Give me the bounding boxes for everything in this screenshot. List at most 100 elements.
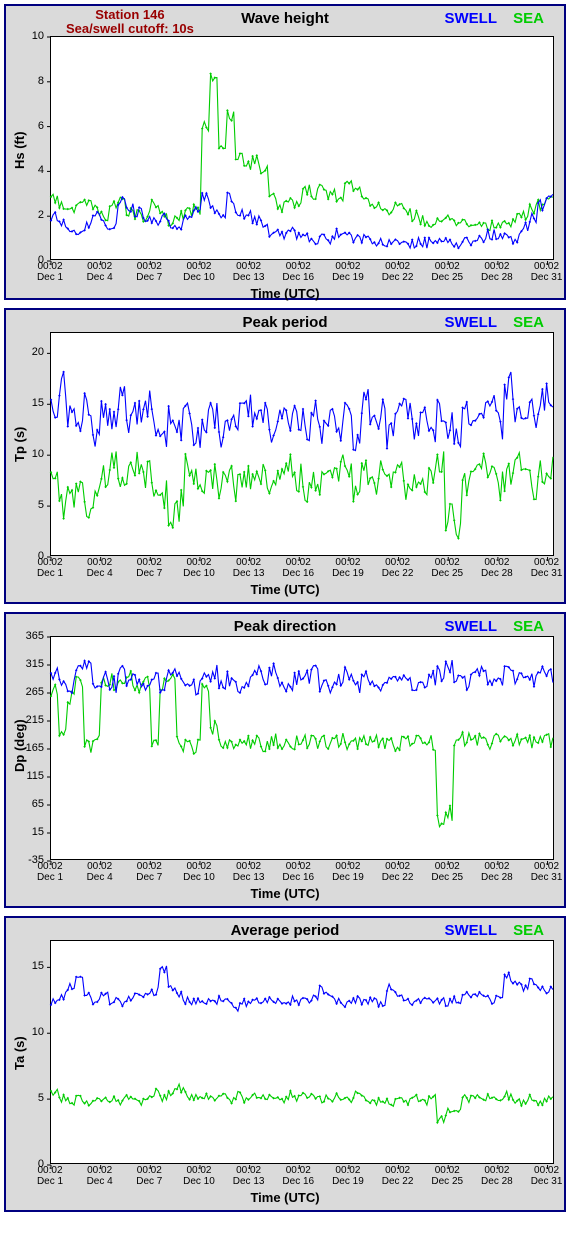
legend-sea: SEA: [513, 10, 544, 27]
y-tick-label: 15: [14, 397, 44, 409]
x-tick-label: 00:02Dec 10: [177, 558, 221, 579]
y-tick-label: 2: [14, 209, 44, 221]
station-id: Station 146: [95, 7, 164, 22]
x-tick-label: 00:02Dec 7: [127, 1166, 171, 1187]
series-sea: [50, 1084, 553, 1124]
x-tick-label: 00:02Dec 1: [28, 262, 72, 283]
x-tick-label: 00:02Dec 28: [475, 262, 519, 283]
x-tick-label: 00:02Dec 19: [326, 558, 370, 579]
y-tick-label: 10: [14, 30, 44, 42]
x-tick-label: 00:02Dec 25: [425, 862, 469, 883]
chart-title: Wave height: [241, 10, 329, 27]
panel-wave_height: Station 146 Sea/swell cutoff: 10s Wave h…: [4, 4, 566, 300]
y-tick-label: 265: [14, 686, 44, 698]
x-tick-label: 00:02Dec 16: [276, 862, 320, 883]
y-tick-label: 20: [14, 346, 44, 358]
panel-header: Average period SWELL SEA: [6, 918, 564, 940]
legend: SWELL SEA: [444, 922, 544, 939]
x-tick-label: 00:02Dec 10: [177, 1166, 221, 1187]
x-tick-label: 00:02Dec 31: [525, 1166, 569, 1187]
panel-avg_period: Average period SWELL SEA 05101500:02Dec …: [4, 916, 566, 1212]
plot-area: [50, 636, 554, 860]
x-tick-label: 00:02Dec 7: [127, 262, 171, 283]
x-tick-label: 00:02Dec 16: [276, 262, 320, 283]
series-swell: [50, 660, 553, 695]
x-axis-label: Time (UTC): [6, 1188, 564, 1209]
y-tick-label: 365: [14, 630, 44, 642]
x-tick-label: 00:02Dec 28: [475, 1166, 519, 1187]
chart-title: Average period: [231, 922, 340, 939]
x-tick-label: 00:02Dec 4: [78, 558, 122, 579]
station-label: Station 146 Sea/swell cutoff: 10s: [66, 8, 194, 37]
y-tick-label: 65: [14, 798, 44, 810]
legend-swell: SWELL: [444, 922, 497, 939]
x-tick-label: 00:02Dec 31: [525, 262, 569, 283]
legend-sea: SEA: [513, 314, 544, 331]
x-tick-label: 00:02Dec 28: [475, 558, 519, 579]
y-axis-label: Tp (s): [12, 427, 27, 462]
plot-area: [50, 940, 554, 1164]
series-sea: [50, 72, 553, 231]
x-tick-label: 00:02Dec 19: [326, 862, 370, 883]
x-tick-label: 00:02Dec 22: [376, 262, 420, 283]
x-tick-label: 00:02Dec 31: [525, 558, 569, 579]
plot-area: [50, 36, 554, 260]
y-tick-label: 15: [14, 960, 44, 972]
x-tick-label: 00:02Dec 22: [376, 862, 420, 883]
x-axis-label: Time (UTC): [6, 884, 564, 905]
x-tick-label: 00:02Dec 10: [177, 862, 221, 883]
y-tick-label: 5: [14, 499, 44, 511]
y-axis-label: Hs (ft): [12, 131, 27, 169]
legend: SWELL SEA: [444, 618, 544, 635]
x-tick-label: 00:02Dec 19: [326, 262, 370, 283]
panel-peak_period: Peak period SWELL SEA 0510152000:02Dec 1…: [4, 308, 566, 604]
x-axis-label: Time (UTC): [6, 284, 564, 305]
x-axis-label: Time (UTC): [6, 580, 564, 601]
legend-swell: SWELL: [444, 314, 497, 331]
x-tick-label: 00:02Dec 13: [227, 262, 271, 283]
x-tick-label: 00:02Dec 4: [78, 262, 122, 283]
x-tick-label: 00:02Dec 13: [227, 1166, 271, 1187]
x-tick-label: 00:02Dec 25: [425, 558, 469, 579]
x-tick-label: 00:02Dec 22: [376, 558, 420, 579]
x-tick-label: 00:02Dec 7: [127, 558, 171, 579]
series-sea: [50, 670, 553, 827]
panel-header: Peak period SWELL SEA: [6, 310, 564, 332]
x-tick-label: 00:02Dec 31: [525, 862, 569, 883]
y-tick-label: 8: [14, 75, 44, 87]
legend: SWELL SEA: [444, 10, 544, 27]
legend-swell: SWELL: [444, 10, 497, 27]
x-tick-label: 00:02Dec 10: [177, 262, 221, 283]
x-tick-label: 00:02Dec 19: [326, 1166, 370, 1187]
x-tick-label: 00:02Dec 16: [276, 1166, 320, 1187]
y-tick-label: 6: [14, 120, 44, 132]
legend-sea: SEA: [513, 618, 544, 635]
x-tick-label: 00:02Dec 16: [276, 558, 320, 579]
plot-area: [50, 332, 554, 556]
y-tick-label: 15: [14, 826, 44, 838]
series-swell: [50, 966, 553, 1011]
y-axis-label: Dp (deg): [12, 719, 27, 772]
x-tick-label: 00:02Dec 25: [425, 1166, 469, 1187]
x-tick-label: 00:02Dec 25: [425, 262, 469, 283]
chart-title: Peak direction: [234, 618, 337, 635]
x-tick-label: 00:02Dec 4: [78, 1166, 122, 1187]
x-tick-label: 00:02Dec 1: [28, 862, 72, 883]
series-sea: [50, 451, 553, 539]
chart-title: Peak period: [242, 314, 327, 331]
legend: SWELL SEA: [444, 314, 544, 331]
x-tick-label: 00:02Dec 1: [28, 558, 72, 579]
x-tick-label: 00:02Dec 1: [28, 1166, 72, 1187]
x-tick-label: 00:02Dec 22: [376, 1166, 420, 1187]
x-tick-label: 00:02Dec 28: [475, 862, 519, 883]
legend-sea: SEA: [513, 922, 544, 939]
series-swell: [50, 371, 553, 451]
y-axis-label: Ta (s): [12, 1036, 27, 1070]
y-tick-label: 5: [14, 1092, 44, 1104]
y-tick-label: 315: [14, 658, 44, 670]
cutoff-label: Sea/swell cutoff: 10s: [66, 21, 194, 36]
legend-swell: SWELL: [444, 618, 497, 635]
x-tick-label: 00:02Dec 4: [78, 862, 122, 883]
panel-peak_direction: Peak direction SWELL SEA -35156511516521…: [4, 612, 566, 908]
panel-header: Peak direction SWELL SEA: [6, 614, 564, 636]
